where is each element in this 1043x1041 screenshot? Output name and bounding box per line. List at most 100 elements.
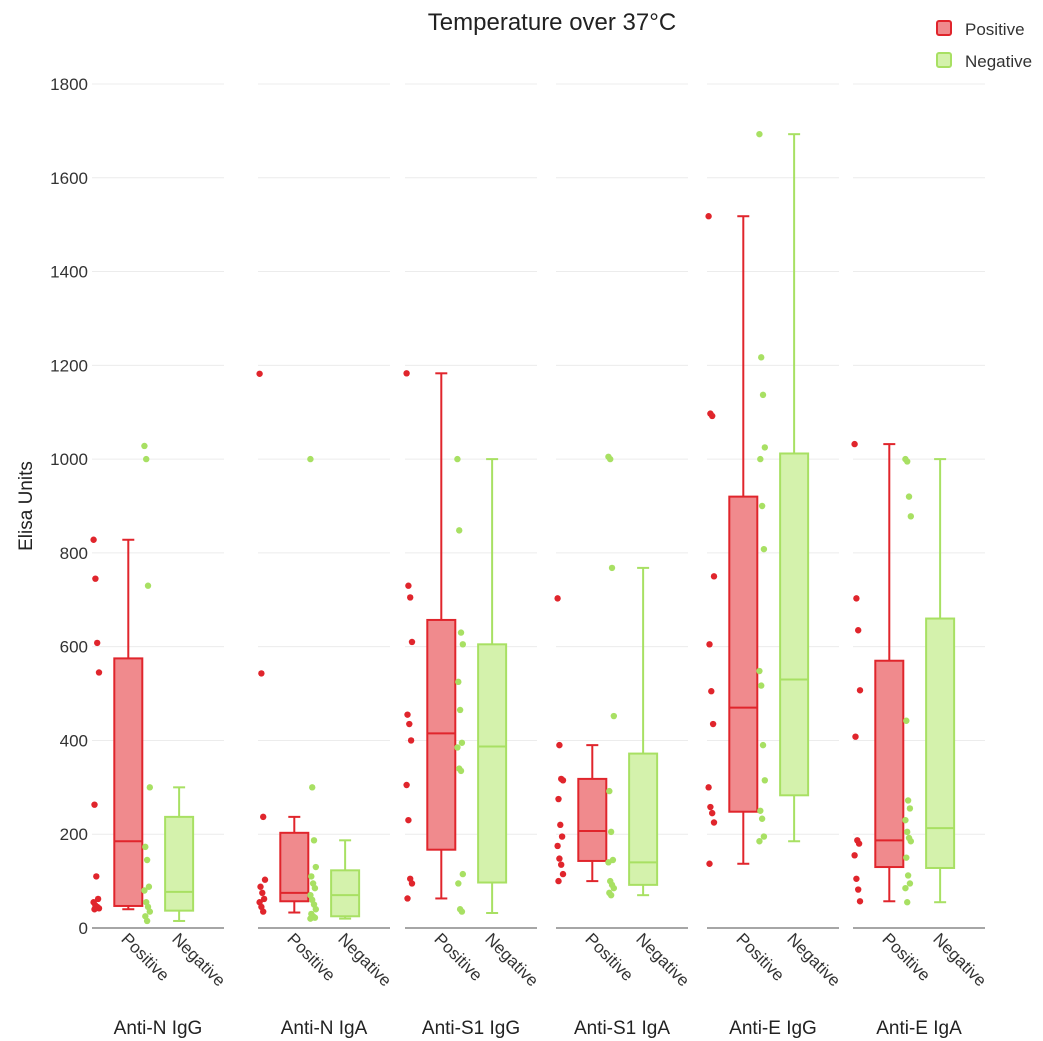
- data-point: [907, 513, 915, 520]
- data-point: [91, 906, 98, 913]
- data-point: [706, 641, 713, 648]
- data-point: [758, 502, 766, 510]
- data-point: [92, 575, 99, 582]
- y-tick-label: 600: [60, 638, 88, 657]
- data-point: [310, 837, 318, 844]
- data-point: [855, 627, 862, 634]
- data-point: [855, 886, 862, 893]
- box-positive: [554, 595, 608, 885]
- data-point: [145, 883, 153, 890]
- data-point: [905, 493, 913, 500]
- legend-swatch-positive: [936, 20, 952, 36]
- iqr-box: [728, 495, 759, 813]
- data-point: [851, 440, 858, 448]
- data-point: [556, 741, 563, 749]
- data-point: [260, 895, 268, 903]
- data-point: [555, 877, 562, 885]
- data-point: [903, 717, 910, 724]
- data-point: [904, 797, 912, 804]
- data-point: [95, 669, 103, 676]
- data-point: [902, 816, 909, 824]
- data-point: [142, 843, 149, 851]
- data-point: [709, 809, 716, 817]
- x-tick-label: Negative: [783, 929, 844, 990]
- data-point: [459, 870, 467, 878]
- y-tick-label: 200: [60, 825, 88, 844]
- data-point: [93, 873, 100, 880]
- data-point: [406, 720, 413, 728]
- data-point: [706, 860, 713, 867]
- data-point: [758, 682, 765, 689]
- data-point: [403, 370, 410, 377]
- data-point: [309, 784, 316, 791]
- data-point: [709, 412, 716, 420]
- data-point: [94, 639, 101, 647]
- data-point: [261, 876, 269, 883]
- data-point: [758, 354, 765, 361]
- data-point: [856, 687, 864, 694]
- iqr-box: [925, 617, 956, 869]
- panel-label: Anti-S1 IgA: [574, 1018, 670, 1039]
- panel-label: Anti-N IgA: [281, 1018, 368, 1039]
- data-point: [456, 527, 463, 534]
- box-positive: [851, 440, 905, 905]
- data-point: [455, 880, 462, 887]
- data-point: [404, 895, 411, 902]
- data-point: [856, 898, 864, 905]
- data-point: [759, 391, 767, 399]
- data-point: [558, 833, 566, 840]
- data-point: [756, 838, 763, 845]
- data-point: [705, 784, 712, 791]
- y-tick-label: 1400: [50, 263, 88, 282]
- data-point: [143, 455, 150, 463]
- data-point: [709, 720, 717, 728]
- x-tick-label: Positive: [430, 929, 486, 985]
- data-point: [407, 594, 414, 601]
- data-point: [760, 545, 768, 553]
- data-point: [454, 744, 461, 751]
- panel-label: Anti-S1 IgG: [422, 1018, 520, 1039]
- data-point: [146, 784, 154, 791]
- box-negative: [307, 455, 361, 922]
- panel-label: Anti-E IgA: [876, 1018, 962, 1039]
- data-point: [457, 629, 465, 636]
- data-point: [458, 739, 466, 746]
- x-tick-label: Positive: [283, 929, 339, 985]
- data-point: [405, 582, 412, 589]
- box-negative: [756, 130, 810, 845]
- y-tick-label: 1000: [50, 450, 88, 469]
- data-point: [904, 458, 911, 465]
- data-point: [904, 899, 911, 906]
- box-positive: [403, 370, 457, 902]
- data-point: [707, 803, 714, 811]
- x-tick-label: Positive: [581, 929, 637, 985]
- data-point: [607, 828, 615, 836]
- data-point: [307, 455, 314, 463]
- legend-label-negative: Negative: [965, 52, 1032, 71]
- legend: Positive Negative: [936, 20, 1032, 71]
- data-point: [705, 213, 712, 220]
- data-point: [559, 870, 567, 878]
- data-point: [708, 688, 715, 695]
- data-point: [143, 917, 151, 925]
- data-point: [559, 777, 567, 784]
- data-point: [312, 863, 320, 871]
- x-tick-label: Positive: [732, 929, 788, 985]
- box-negative: [902, 455, 956, 906]
- data-point: [456, 706, 464, 714]
- data-point: [605, 859, 612, 866]
- data-point: [558, 861, 565, 868]
- iqr-box: [426, 618, 457, 851]
- panel-label: Anti-N IgG: [114, 1018, 203, 1039]
- data-point: [853, 595, 860, 602]
- data-point: [555, 795, 562, 803]
- iqr-box: [164, 815, 195, 912]
- data-point: [455, 678, 462, 686]
- data-point: [260, 813, 267, 821]
- data-point: [608, 564, 616, 572]
- chart-title: Temperature over 37°C: [428, 9, 676, 36]
